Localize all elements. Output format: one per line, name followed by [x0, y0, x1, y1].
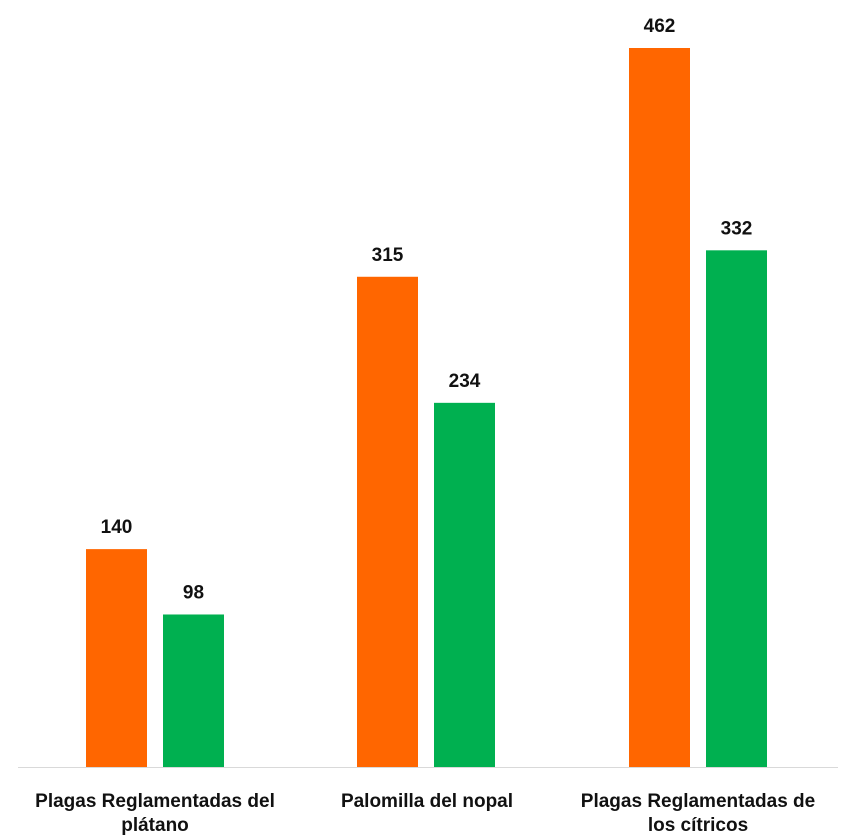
bar-s2-c1 [163, 614, 224, 767]
bar-s1-c1 [86, 549, 147, 767]
value-label-s2-c3: 332 [721, 218, 753, 239]
value-label-s2-c1: 98 [183, 582, 204, 603]
category-labels-layer: Plagas Reglamentadas del plátano Palomilla… [35, 791, 815, 836]
category-label-c1-line2: plátano [121, 815, 189, 836]
category-label-c3-line1: Plagas Reglamentadas de [581, 791, 815, 812]
category-label-c1-line1: Plagas Reglamentadas del [35, 791, 275, 812]
bar-s1-c2 [357, 276, 418, 767]
bar-s1-c3 [629, 48, 690, 767]
bars-layer [86, 48, 767, 767]
bar-s2-c3 [706, 250, 767, 767]
category-label-c3-line2: los cítricos [648, 815, 748, 836]
bar-s2-c2 [434, 402, 495, 767]
value-label-s1-c1: 140 [101, 517, 133, 538]
value-label-s1-c2: 315 [372, 245, 404, 266]
value-label-s1-c3: 462 [644, 16, 676, 37]
category-label-c2-line1: Palomilla del nopal [341, 791, 513, 812]
value-label-s2-c2: 234 [449, 371, 481, 392]
value-labels-layer: 140 315 462 98 234 332 [101, 16, 753, 603]
